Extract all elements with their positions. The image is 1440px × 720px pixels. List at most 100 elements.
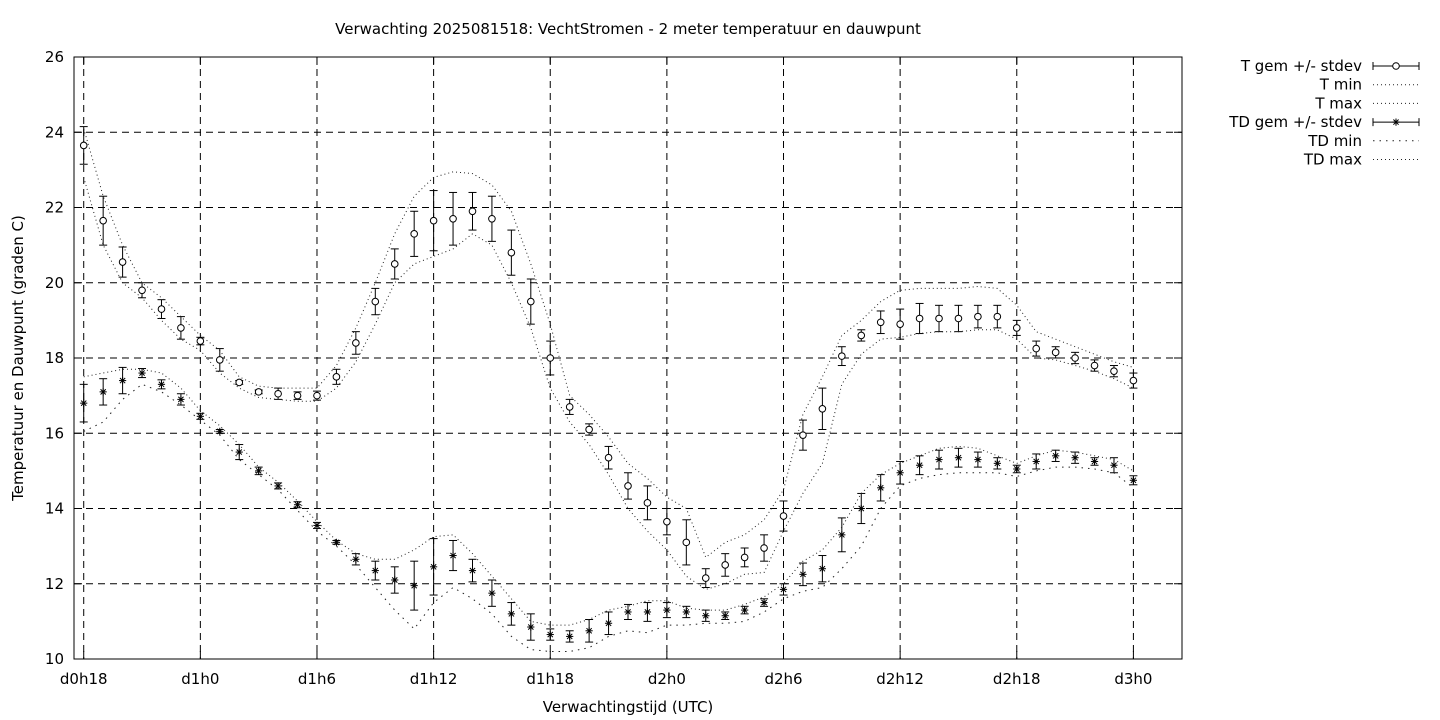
data-point: [741, 606, 749, 614]
legend-entry: T max: [1314, 94, 1419, 112]
y-axis-label: Temperatuur en Dauwpunt (graden C): [9, 215, 27, 502]
marker-stroke: [197, 413, 204, 420]
data-point: [585, 627, 593, 635]
data-point: [818, 404, 827, 413]
data-point: [838, 352, 846, 360]
data-point: [507, 610, 515, 618]
x-tick-label: d0h18: [60, 670, 108, 688]
data-point: [1052, 452, 1060, 460]
data-point: [1071, 354, 1079, 362]
data-point: [254, 388, 263, 396]
data-point: [624, 608, 632, 616]
marker-stroke: [527, 624, 534, 630]
x-tick-label: d2h0: [648, 670, 686, 688]
data-point: [760, 544, 768, 552]
data-point: [799, 570, 807, 578]
data-point: [779, 512, 788, 520]
data-point: [663, 606, 671, 614]
data-point: [857, 331, 866, 340]
data-point: [682, 608, 690, 616]
data-point: [80, 399, 88, 407]
marker-stroke: [683, 609, 690, 615]
legend-entry: TD gem +/- stdev: [1228, 113, 1420, 131]
series-layer: [79, 126, 1138, 652]
data-point: [313, 521, 321, 530]
legend-label: TD max: [1303, 151, 1362, 169]
legend-marker: [1392, 62, 1400, 70]
data-point: [274, 482, 282, 490]
marker-stroke: [236, 449, 243, 456]
series-1: [83, 177, 1134, 590]
marker-stroke: [469, 567, 476, 574]
marker-stroke: [605, 620, 612, 627]
marker-stroke: [411, 582, 418, 589]
y-tick-label: 16: [45, 424, 64, 442]
marker-stroke: [508, 610, 515, 617]
data-point: [915, 461, 924, 469]
data-point: [79, 141, 88, 150]
series-line: [83, 177, 1134, 590]
legend-entry: T min: [1319, 76, 1419, 94]
x-tick-label: d1h12: [410, 670, 458, 688]
data-point: [449, 214, 457, 223]
legend-marker: [1392, 118, 1400, 126]
data-point: [993, 312, 1002, 321]
data-point: [371, 566, 379, 575]
x-tick-label: d1h0: [181, 670, 219, 688]
marker-stroke: [391, 577, 398, 583]
series-line: [83, 368, 1134, 626]
marker-stroke: [936, 456, 942, 463]
marker-stroke: [1013, 466, 1020, 472]
data-point: [546, 354, 555, 362]
series-4: [83, 383, 1134, 652]
legend-entry: TD min: [1307, 132, 1419, 150]
y-tick-label: 14: [45, 500, 64, 518]
data-point: [468, 566, 477, 575]
marker-stroke: [430, 563, 437, 570]
legend-entry: TD max: [1303, 151, 1419, 169]
data-point: [468, 207, 477, 216]
legend-label: TD gem +/- stdev: [1228, 113, 1362, 131]
x-tick-label: d2h12: [876, 670, 924, 688]
data-point: [565, 403, 574, 411]
marker-stroke: [488, 590, 495, 597]
y-ticks: 10 12 14 16 18 20 22 24 26: [45, 48, 1182, 668]
data-point: [215, 356, 224, 364]
marker-stroke: [566, 633, 573, 640]
data-point: [138, 286, 146, 295]
data-point: [1013, 465, 1021, 473]
marker-stroke: [916, 462, 923, 469]
y-tick-label: 20: [45, 274, 64, 292]
marker-stroke: [722, 612, 729, 619]
data-point: [566, 632, 574, 641]
marker-stroke: [838, 531, 845, 538]
data-point: [857, 504, 865, 513]
marker-stroke: [216, 428, 223, 435]
data-point: [1032, 344, 1041, 353]
series-line: [83, 383, 1134, 652]
marker-stroke: [586, 627, 593, 634]
marker-stroke: [158, 381, 165, 388]
data-point: [643, 608, 652, 616]
data-point: [876, 318, 885, 327]
marker-stroke: [314, 522, 320, 529]
data-point: [332, 373, 341, 381]
marker-stroke: [100, 388, 107, 395]
data-point: [1129, 476, 1138, 484]
data-point: [235, 378, 244, 387]
data-point: [604, 619, 613, 627]
y-tick-label: 18: [45, 349, 64, 367]
marker-stroke: [780, 586, 787, 593]
legend-entry: T gem +/- stdev: [1240, 57, 1420, 75]
data-point: [896, 469, 904, 477]
data-point: [935, 455, 943, 464]
marker-stroke: [644, 609, 651, 615]
marker-stroke: [372, 567, 379, 574]
data-point: [740, 553, 749, 562]
data-point: [1090, 361, 1099, 370]
series-0: [79, 126, 1138, 589]
data-point: [1129, 376, 1138, 385]
data-point: [177, 324, 185, 332]
